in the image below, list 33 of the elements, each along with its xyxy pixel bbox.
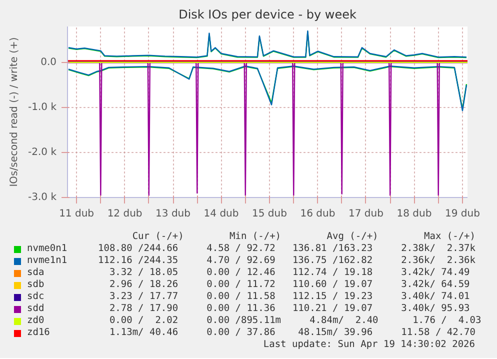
text: 2.96 / 18.26 0.00 / 11.72 110.60 / 19.07 3.42k/ 64.59: [108, 279, 470, 291]
text: Last update: Sun Apr 19 14:30:02 2026: [263, 339, 475, 351]
x-tick-label: 12 dub: [107, 208, 142, 220]
text: 108.80 /244.66 4.58 / 92.72 136.81 /163.23 2.38k/ 2.37k: [98, 243, 476, 255]
x-tick-label: 19 dub: [445, 208, 480, 220]
x-tick-label: 13 dub: [156, 208, 190, 220]
legend-label: sda: [27, 267, 44, 279]
x-tick-label: 18 dub: [396, 208, 432, 220]
legend-label: zd0: [27, 315, 44, 327]
text: 3.23 / 17.77 0.00 / 11.58 112.15 / 19.23 3.40k/ 74.01: [108, 291, 470, 303]
legend-label: zd16: [27, 327, 50, 339]
text: 112.16 /244.35 4.70 / 92.69 136.75 /162.82 2.36k/ 2.36k: [98, 255, 476, 267]
x-tick-label: 11 dub: [59, 208, 94, 220]
y-tick-label: -3.0 k: [28, 192, 57, 203]
text: 1.13m/ 40.46 0.00 / 37.86 48.15m/ 39.96 11.58 / 42.70: [108, 327, 476, 339]
x-tick-label: 16 dub: [300, 208, 336, 220]
x-tick-label: 14 dub: [204, 208, 239, 220]
legend-label: sdb: [27, 279, 44, 291]
text: Cur (-/+) Min (-/+) Avg (-/+) Max (-/+): [131, 231, 476, 243]
chart-title: Disk IOs per device - by week: [178, 8, 356, 22]
text: 2.78 / 17.90 0.00 / 11.36 110.21 / 19.07 3.40k/ 95.93: [108, 303, 470, 315]
text: 3.32 / 18.05 0.00 / 12.46 112.74 / 19.18 3.42k/ 74.49: [108, 267, 470, 279]
y-tick-label: -2.0 k: [28, 147, 57, 158]
legend-label: sdd: [27, 303, 44, 315]
y-tick-label: -1.0 k: [28, 102, 57, 113]
x-tick-label: 15 dub: [252, 208, 287, 220]
legend-label: nvme0n1: [27, 243, 68, 255]
y-axis-title: IOs/second read (-) / write (+): [9, 37, 20, 187]
y-tick-label: 0.0: [40, 57, 57, 68]
x-tick-label: 17 dub: [348, 208, 384, 220]
text: 0.00 / 2.02 0.00 /895.11m 4.84m/ 2.40 1.76 / 4.03: [108, 315, 482, 327]
legend-label: sdc: [27, 291, 44, 303]
legend-label: nvme1n1: [27, 255, 68, 267]
